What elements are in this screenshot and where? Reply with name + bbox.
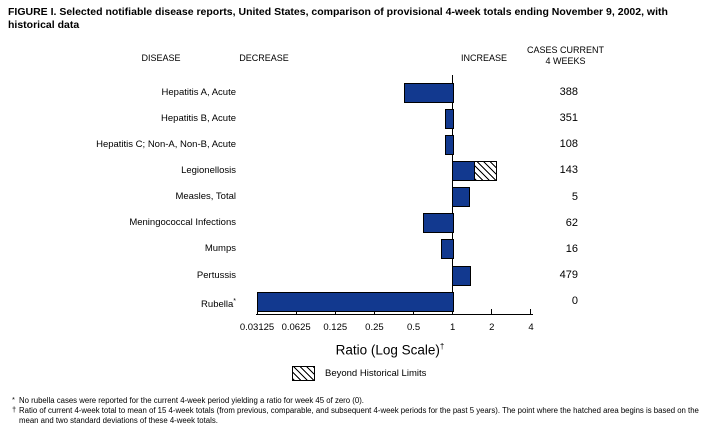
ratio-bar: [422, 213, 454, 234]
cases-value: 108: [559, 138, 578, 151]
legend: Beyond Historical Limits: [292, 366, 426, 381]
ratio-bar: [445, 108, 454, 129]
disease-label: Rubella*: [201, 297, 236, 310]
axis-tick-label: 0.03125: [239, 322, 275, 333]
cases-value: 5: [571, 190, 578, 203]
ratio-bar: [440, 239, 454, 260]
cases-value: 388: [559, 86, 578, 98]
disease-label: Hepatitis A, Acute: [161, 86, 236, 98]
disease-label-superscript: *: [233, 297, 236, 305]
figure-title: FIGURE I. Selected notifiable disease re…: [8, 6, 668, 31]
footnote-marker-dagger: †: [12, 404, 17, 414]
column-header-cases: CASES CURRENT 4 WEEKS: [515, 45, 616, 67]
footnote-ratio: † Ratio of current 4-week total to mean …: [10, 404, 700, 426]
disease-label: Legionellosis: [181, 164, 236, 176]
column-header-increase: INCREASE: [460, 53, 507, 63]
column-header-cases-line1: CASES CURRENT: [526, 45, 604, 55]
disease-label: Pertussis: [196, 269, 236, 281]
ratio-bar: [452, 187, 470, 208]
footnote-text: No rubella cases were reported for the c…: [19, 396, 364, 405]
axis-tick-label: 0.25: [365, 322, 384, 333]
axis-tick-label: 2: [489, 322, 495, 333]
axis-tick: [530, 309, 532, 314]
legend-label: Beyond Historical Limits: [325, 368, 427, 379]
ratio-bar: [452, 160, 476, 181]
cases-value: 0: [571, 295, 578, 308]
column-header-disease: DISEASE: [141, 53, 181, 63]
axis-tick: [491, 309, 493, 314]
cases-value: 479: [559, 269, 578, 282]
cases-value: 62: [565, 216, 578, 229]
axis-tick-label: 4: [528, 322, 534, 333]
disease-label: Hepatitis B, Acute: [161, 112, 236, 124]
footnote-text: Ratio of current 4-week total to mean of…: [19, 405, 699, 425]
footnote-marker-asterisk: *: [12, 395, 15, 404]
ratio-bar: [403, 82, 454, 103]
axis-tick-label: 0.5: [406, 322, 421, 333]
column-header-decrease: DECREASE: [239, 53, 289, 63]
disease-label: Meningococcal Infections: [129, 217, 236, 229]
footnote-rubella: * No rubella cases were reported for the…: [10, 395, 700, 406]
axis-tick-label: 1: [450, 322, 456, 333]
x-axis-line: [256, 314, 533, 315]
axis-tick-label: 0.0625: [281, 322, 311, 333]
cases-value: 143: [559, 164, 578, 177]
ratio-bar: [257, 291, 454, 312]
beyond-limits-hatch-swatch: [292, 366, 315, 381]
disease-label: Mumps: [204, 243, 236, 255]
axis-tick-label: 0.125: [323, 322, 348, 333]
x-axis-label-text: Ratio (Log Scale): [335, 342, 440, 358]
cases-value: 351: [559, 112, 578, 125]
x-axis-label-dagger: †: [439, 342, 445, 351]
beyond-limits-hatch: [473, 160, 497, 181]
cases-value: 16: [565, 242, 578, 255]
column-header-cases-line2: 4 WEEKS: [545, 56, 586, 66]
disease-label: Hepatitis C; Non-A, Non-B, Acute: [96, 138, 236, 150]
disease-label: Measles, Total: [175, 191, 236, 203]
ratio-bar: [452, 265, 472, 286]
x-axis-label: Ratio (Log Scale)†: [257, 342, 523, 358]
ratio-bar: [445, 134, 454, 155]
footnotes: * No rubella cases were reported for the…: [10, 395, 700, 426]
